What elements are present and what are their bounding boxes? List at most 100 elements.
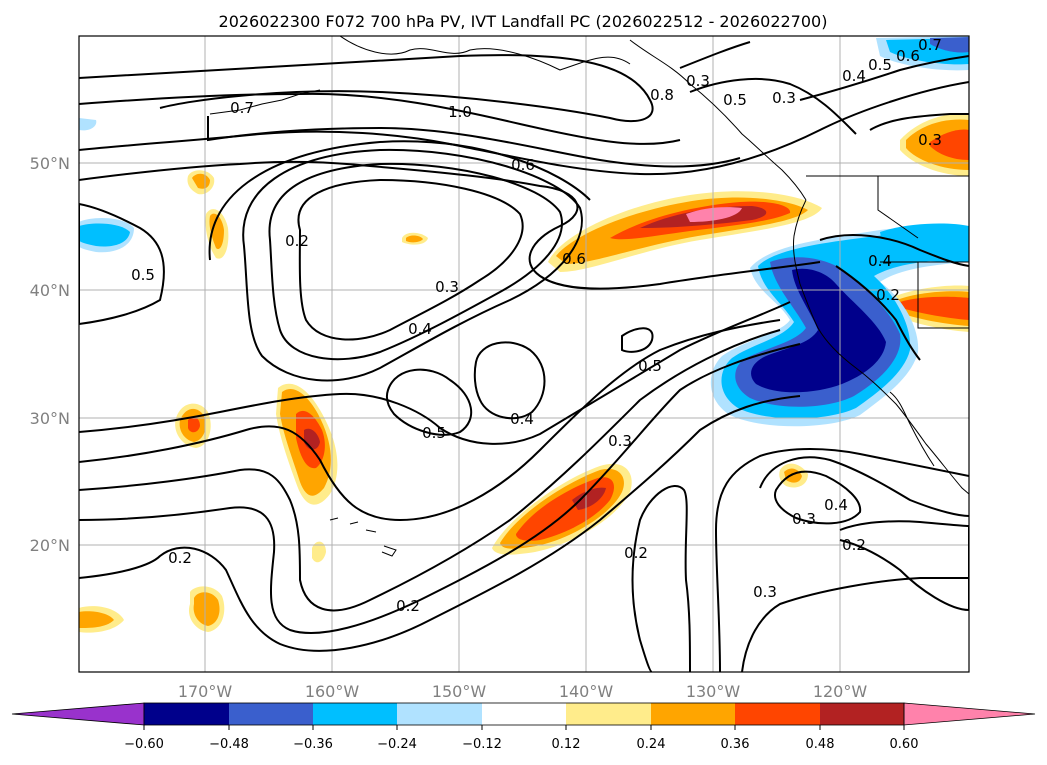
shade-pos-ne (930, 129, 969, 160)
contour-label: 0.2 (285, 232, 309, 250)
colorbar-segment (566, 703, 651, 725)
contour-label: 0.3 (435, 278, 459, 296)
contour-line (799, 55, 969, 101)
contour-label: 0.3 (792, 510, 816, 528)
contour-line (79, 301, 791, 445)
contour-line (385, 368, 473, 436)
shade-neg-tiny (79, 118, 97, 131)
contour-label: 0.5 (723, 91, 747, 109)
shade-pos-subtropical (572, 487, 606, 510)
contour-label: 0.3 (686, 72, 710, 90)
colorbar-segment (651, 703, 735, 725)
y-tick-label: 50°N (30, 154, 70, 173)
shade-neg-nw (79, 223, 130, 247)
contour-label: 0.7 (230, 99, 254, 117)
contour-line (208, 140, 591, 261)
contour-line (759, 456, 969, 517)
map-frame (78, 35, 970, 673)
x-tick-label: 150°W (432, 682, 487, 701)
coastline-baja (889, 391, 935, 467)
contour-label: 0.4 (408, 320, 432, 338)
contour-line (79, 329, 781, 612)
contour-line (835, 265, 921, 361)
coastline-hawaii (329, 517, 397, 557)
colorbar-segment (144, 703, 229, 725)
contour-label: 0.4 (842, 67, 866, 85)
colorbar-extend-low (11, 702, 145, 726)
contour-label: 0.6 (511, 156, 535, 174)
colorbar-tick-label: −0.48 (209, 737, 249, 752)
colorbar-ticks (143, 725, 905, 730)
x-tick-label: 140°W (559, 682, 614, 701)
contour-label: 0.8 (650, 86, 674, 104)
y-tick-label: 30°N (30, 409, 70, 428)
shade-pos-east (900, 296, 969, 320)
contour-line (621, 327, 654, 353)
chart-title: 2026022300 F072 700 hPa PV, IVT Landfall… (219, 12, 828, 31)
colorbar: −0.60 −0.48 −0.36 −0.24 −0.12 0.12 0.24 … (11, 702, 1036, 752)
contour-line (839, 520, 969, 612)
colorbar-tick-label: 0.48 (806, 737, 835, 752)
contour-label: 0.2 (624, 544, 648, 562)
x-tick-label: 170°W (178, 682, 233, 701)
contour-line (79, 395, 801, 652)
contour-line (689, 77, 857, 135)
shade-pos-small (209, 213, 224, 250)
colorbar-segment (397, 703, 482, 725)
contour-line (79, 203, 165, 326)
shade-neg-bc (880, 223, 969, 262)
contour-lines (79, 41, 969, 672)
contour-label: 0.3 (772, 89, 796, 107)
colorbar-extend-high (903, 702, 1036, 726)
coastline-alaska (339, 36, 631, 71)
shade-pos-small (193, 592, 220, 626)
contour-label: 0.2 (396, 597, 420, 615)
colorbar-segment (482, 703, 566, 725)
contour-line (79, 81, 969, 176)
shade-pos-oregon (686, 207, 742, 222)
contour-line (242, 148, 583, 382)
x-tick-label: 130°W (686, 682, 741, 701)
colorbar-tick-label: −0.12 (462, 737, 502, 752)
coastlines (209, 36, 969, 557)
colorbar-tick-label: −0.24 (377, 737, 417, 752)
contour-line (774, 470, 862, 525)
shade-neg-ne (930, 37, 969, 53)
contour-label: 0.2 (876, 286, 900, 304)
contour-label: 0.3 (753, 583, 777, 601)
colorbar-segment (820, 703, 904, 725)
contour-label: 0.5 (131, 266, 155, 284)
contour-label: 0.7 (918, 36, 942, 54)
y-axis: 50°N 40°N 30°N 20°N (30, 154, 70, 555)
shade-pos-small (79, 611, 114, 628)
x-tick-label: 160°W (305, 682, 360, 701)
x-axis: 170°W 160°W 150°W 140°W 130°W 120°W (178, 682, 868, 701)
contour-label: 0.3 (608, 432, 632, 450)
colorbar-tick-label: −0.60 (124, 737, 164, 752)
contour-label: 0.5 (422, 424, 446, 442)
contour-line (473, 341, 546, 420)
contour-line (79, 343, 801, 634)
colorbar-segment (229, 703, 313, 725)
contour-label: 0.4 (868, 252, 892, 270)
contour-label: 0.4 (824, 496, 848, 514)
y-tick-label: 20°N (30, 536, 70, 555)
coastline-west (793, 199, 969, 495)
shade-pos-small (406, 235, 423, 243)
coastline-panhandle (629, 39, 807, 201)
shade-neg-california (751, 268, 886, 393)
contour-label: 0.2 (842, 536, 866, 554)
y-tick-label: 40°N (30, 281, 70, 300)
contour-line (297, 178, 524, 341)
grid-lines (79, 36, 969, 672)
contour-line (714, 448, 969, 672)
contour-line (268, 162, 563, 361)
contour-line (741, 577, 969, 672)
contour-label: 1.0 (448, 103, 472, 121)
colorbar-tick-label: 0.36 (721, 737, 750, 752)
contour-line (819, 234, 969, 267)
contour-line (79, 319, 781, 522)
contour-label: 0.5 (868, 56, 892, 74)
contour-line (679, 41, 751, 69)
